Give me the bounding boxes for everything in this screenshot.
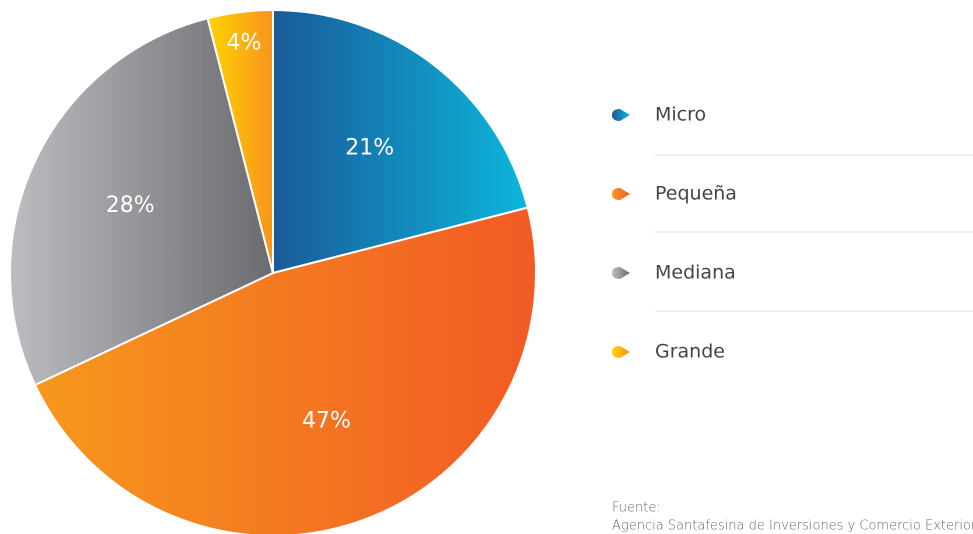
slice — [272, 8, 529, 275]
legend-icon — [612, 188, 630, 200]
source-label: Fuente: — [612, 501, 661, 516]
slice-label: 4% — [227, 30, 262, 55]
legend-label: Pequeña — [655, 183, 737, 205]
legend-icon — [612, 267, 630, 279]
legend-label: Micro — [655, 104, 706, 126]
slice — [33, 206, 537, 534]
slice — [206, 8, 274, 274]
legend-icon — [612, 109, 630, 121]
legend-label: Grande — [655, 341, 725, 363]
slice-label: 28% — [106, 193, 155, 218]
source: Agencia Santafesina de Inversiones y Com… — [612, 519, 973, 534]
legend-label: Mediana — [655, 262, 736, 284]
slice-label: 21% — [345, 135, 394, 160]
legend-icon — [612, 346, 630, 358]
slice-label: 47% — [302, 408, 351, 433]
slice — [9, 17, 275, 387]
